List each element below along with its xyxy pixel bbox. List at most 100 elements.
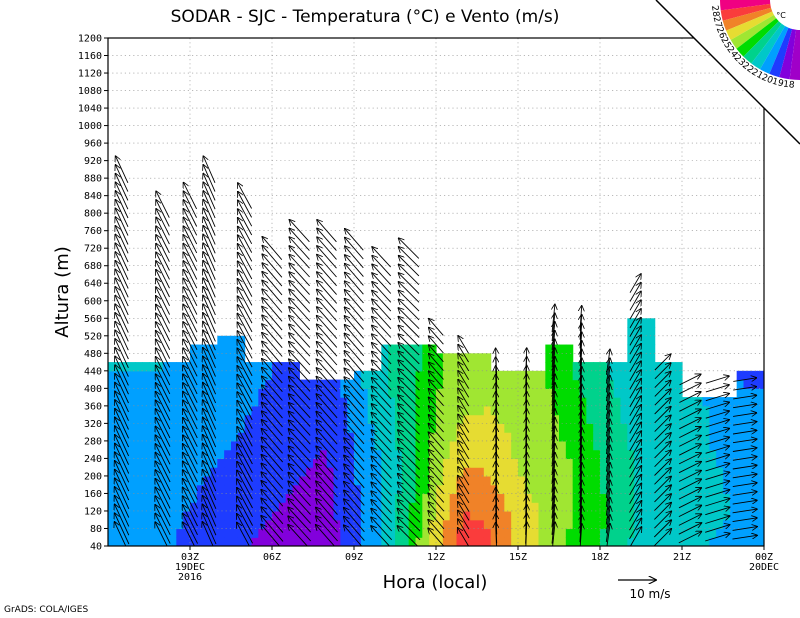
temp-cell: [470, 537, 478, 546]
wind-arrow: [344, 403, 365, 427]
temp-cell: [313, 405, 321, 416]
temp-cell: [190, 397, 198, 407]
temp-cell: [559, 458, 567, 468]
temp-cell: [210, 397, 218, 407]
temp-cell: [757, 397, 764, 407]
temp-cell: [559, 370, 567, 381]
temp-cell: [538, 484, 546, 495]
temp-cell: [258, 379, 266, 389]
temp-cell: [682, 467, 690, 477]
temp-cell: [244, 484, 253, 495]
temp-cell: [285, 370, 294, 381]
temp-cell: [477, 362, 485, 372]
temp-cell: [559, 423, 567, 433]
temp-cell: [668, 519, 676, 530]
wind-arrow: [653, 529, 671, 546]
temp-cell: [395, 405, 403, 416]
wind-arrow: [552, 418, 555, 447]
wind-arrow: [398, 386, 420, 409]
wind-arrow: [288, 438, 311, 463]
temp-cell: [593, 484, 601, 495]
temp-cell: [613, 362, 622, 372]
wind-arrow: [629, 405, 642, 425]
temp-cell: [149, 362, 157, 372]
temp-cell: [121, 414, 130, 424]
wind-arrow: [317, 272, 337, 295]
temp-cell: [682, 537, 690, 546]
temp-cell: [442, 397, 451, 407]
temp-cell: [190, 484, 198, 495]
temp-cell: [196, 502, 205, 512]
wind-arrow: [429, 336, 444, 354]
wind-arrow: [156, 226, 170, 254]
temp-cell: [367, 484, 376, 495]
temp-cell: [688, 519, 697, 530]
wind-arrow: [156, 261, 170, 289]
wind-arrow: [580, 454, 582, 481]
temp-cell: [251, 405, 259, 416]
temp-cell: [641, 414, 649, 424]
temp-cell: [620, 405, 628, 416]
temp-cell: [155, 528, 164, 538]
temp-cell: [716, 537, 724, 546]
temp-cell: [395, 353, 403, 363]
wind-arrow: [237, 444, 253, 474]
wind-arrow: [316, 455, 338, 480]
temp-cell: [142, 440, 150, 451]
temp-cell: [176, 528, 184, 538]
temp-cell: [190, 405, 198, 416]
wind-arrow: [203, 417, 217, 448]
temp-cell: [449, 493, 458, 503]
temp-cell: [217, 379, 225, 389]
wind-arrow: [371, 439, 392, 462]
wind-arrow: [238, 226, 253, 253]
temp-cell: [518, 405, 526, 416]
wind-arrow: [629, 344, 641, 364]
wind-arrow: [428, 450, 445, 468]
temp-cell: [162, 510, 171, 521]
temp-cell: [702, 397, 710, 407]
wind-arrow: [317, 263, 337, 287]
temp-cell: [258, 467, 266, 477]
grid-lines: [108, 38, 764, 546]
temp-cell: [135, 528, 143, 538]
wind-arrow: [237, 418, 253, 447]
wind-arrow: [428, 458, 445, 477]
temp-cell: [757, 458, 764, 468]
y-tick-label: 200: [84, 471, 102, 482]
wind-arrow: [203, 200, 216, 227]
wind-arrow: [289, 246, 310, 269]
temp-cell: [142, 510, 150, 521]
reference-vector: 10 m/s: [618, 580, 671, 601]
temp-cell: [586, 388, 594, 398]
wind-arrow: [183, 400, 198, 430]
temp-cell: [306, 414, 314, 424]
temp-cell: [128, 405, 136, 416]
legend-swatch: [720, 0, 771, 11]
temp-cell: [511, 432, 519, 442]
temp-cell: [641, 362, 649, 372]
legend-swatch: [726, 11, 774, 40]
wind-arrow: [398, 325, 420, 347]
temp-cell: [360, 484, 369, 495]
temp-cell: [668, 388, 676, 398]
wind-arrow: [372, 317, 392, 338]
temp-cell: [422, 379, 430, 389]
temp-cell: [367, 510, 376, 521]
temp-cell: [278, 379, 287, 389]
temp-cell: [675, 537, 683, 546]
temp-cell: [565, 440, 574, 451]
temp-cell: [333, 449, 341, 460]
temp-cell: [470, 397, 478, 407]
temp-cell: [108, 475, 116, 486]
temp-cell: [401, 510, 410, 521]
temp-cell: [442, 440, 451, 451]
temp-cell: [333, 379, 341, 389]
temp-cell: [415, 379, 423, 389]
temp-cell: [716, 423, 724, 433]
temp-cell: [572, 519, 581, 530]
temp-cell: [142, 370, 150, 381]
temp-cell: [135, 484, 143, 495]
wind-arrow: [316, 368, 338, 392]
wind-arrow: [678, 462, 701, 474]
